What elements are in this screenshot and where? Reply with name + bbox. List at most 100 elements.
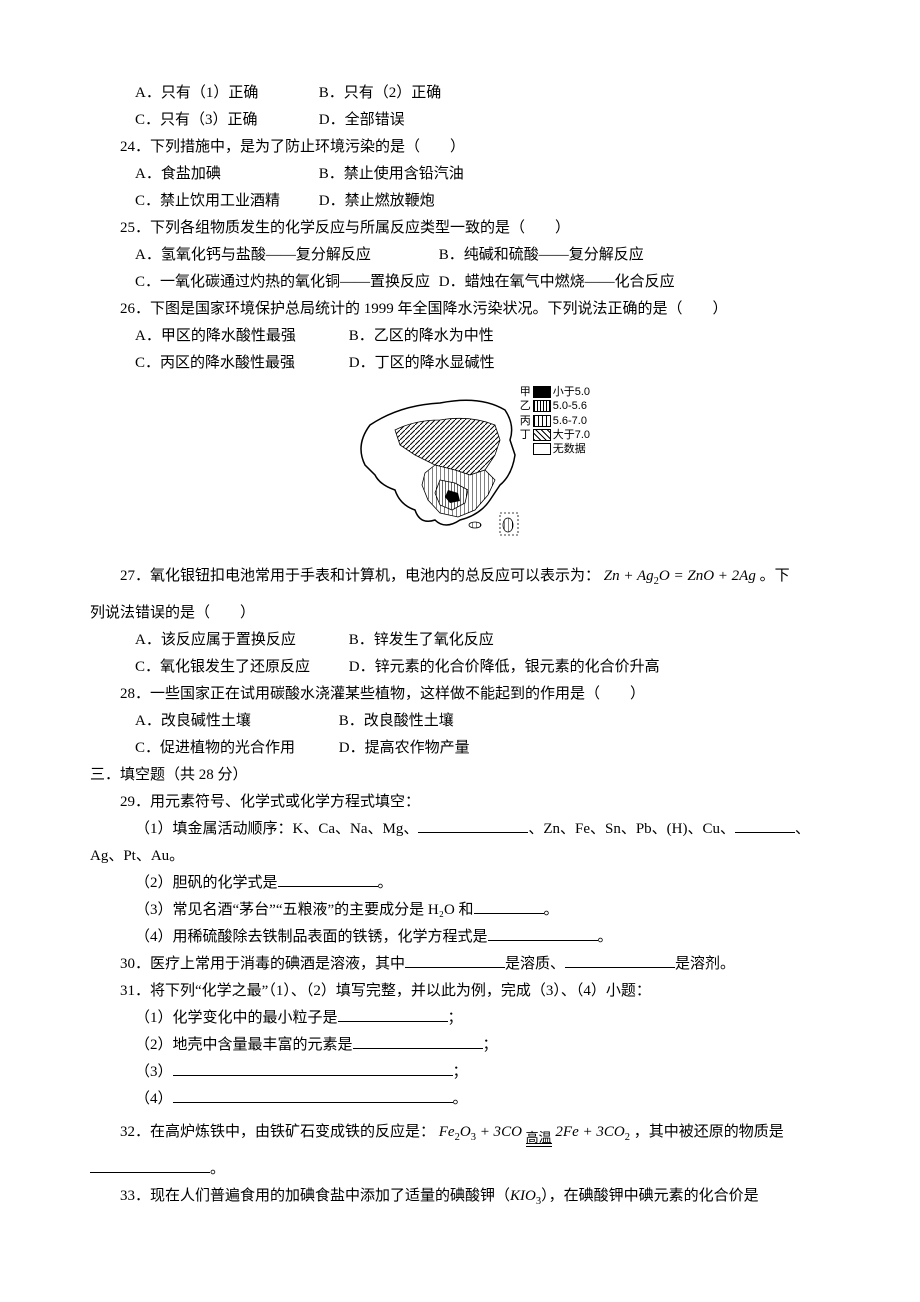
legend-text-4: 大于7.0 (553, 428, 590, 442)
condition-text: 高温 (526, 1131, 552, 1144)
q23-option-a: A．只有（1）正确 (135, 80, 315, 107)
blank-field (278, 871, 378, 887)
blank-field (90, 1157, 210, 1173)
q24-option-b: B．禁止使用含铅汽油 (319, 161, 499, 188)
q28-option-d: D．提高农作物产量 (339, 735, 470, 762)
q29-sub4: （4）用稀硫酸除去铁制品表面的铁锈，化学方程式是 。 (90, 924, 830, 951)
q27-options-row2: C．氧化银发生了还原反应 D．锌元素的化合价降低，银元素的化合价升高 (90, 654, 830, 681)
q27-option-a: A．该反应属于置换反应 (135, 627, 345, 654)
q26-options-row1: A．甲区的降水酸性最强 B．乙区的降水为中性 (90, 323, 830, 350)
q23-options-row2: C．只有（3）正确 D．全部错误 (90, 107, 830, 134)
q26-options-row2: C．丙区的降水酸性最强 D．丁区的降水显碱性 (90, 350, 830, 377)
q30-mid: 是溶质、 (505, 956, 565, 972)
q33-prefix: 33．现在人们普遍食用的加碘食盐中添加了适量的碘酸钾（ (120, 1188, 510, 1204)
q28-options-row2: C．促进植物的光合作用 D．提高农作物产量 (90, 735, 830, 762)
q32: 32．在高炉炼铁中，由铁矿石变成铁的反应是： Fe2O3 + 3CO 高温 2F… (90, 1119, 830, 1148)
blank-field (735, 817, 795, 833)
q28-option-a: A．改良碱性土壤 (135, 708, 335, 735)
blank-field (173, 1087, 453, 1103)
q31-sub2-suffix: ； (483, 1037, 498, 1053)
swatch-black-icon (533, 386, 551, 398)
q29-sub1-suffix: 、 (795, 821, 810, 837)
q29-sub1-line2: Ag、Pt、Au。 (90, 843, 830, 870)
q31-sub1-prefix: （1）化学变化中的最小粒子是 (135, 1010, 338, 1026)
q30: 30．医疗上常用于消毒的碘酒是溶液，其中是溶质、是溶剂。 (90, 951, 830, 978)
q29-sub1-prefix: （1）填金属活动顺序：K、Ca、Na、Mg、 (135, 821, 418, 837)
q29-sub2-suffix: 。 (378, 875, 393, 891)
q27-formula: Zn + Ag2O = ZnO + 2Ag (604, 568, 756, 584)
q24-option-c: C．禁止饮用工业酒精 (135, 188, 315, 215)
blank-field (488, 925, 598, 941)
legend-row-3: 丙 5.6-7.0 (520, 414, 590, 428)
legend-text-1: 小于5.0 (553, 385, 590, 399)
q26-option-c: C．丙区的降水酸性最强 (135, 350, 345, 377)
q26-option-d: D．丁区的降水显碱性 (349, 350, 495, 377)
q27-stem-line2: 列说法错误的是（ ） (90, 600, 830, 627)
q23-option-d: D．全部错误 (319, 107, 499, 134)
legend-row-4: 丁 大于7.0 (520, 428, 590, 442)
q27-stem-line1: 27．氧化银钮扣电池常用于手表和计算机，电池内的总反应可以表示为： Zn + A… (90, 563, 830, 592)
blank-field (353, 1033, 483, 1049)
legend-label-3: 丙 (520, 414, 531, 428)
swatch-diag-icon (533, 429, 551, 441)
legend-row-2: 乙 5.0-5.6 (520, 399, 590, 413)
blank-field (474, 898, 544, 914)
q26-option-a: A．甲区的降水酸性最强 (135, 323, 345, 350)
q29-sub1: （1）填金属活动顺序：K、Ca、Na、Mg、、Zn、Fe、Sn、Pb、(H)、C… (90, 816, 830, 843)
blank-field (565, 952, 675, 968)
legend-row-1: 甲 小于5.0 (520, 385, 590, 399)
q30-prefix: 30．医疗上常用于消毒的碘酒是溶液，其中 (120, 956, 405, 972)
q29-sub3-suffix: 。 (544, 902, 559, 918)
q29-sub4-prefix: （4）用稀硫酸除去铁制品表面的铁锈，化学方程式是 (135, 929, 488, 945)
q25-options-row1: A．氢氧化钙与盐酸——复分解反应 B．纯碱和硫酸——复分解反应 (90, 242, 830, 269)
swatch-vert-icon (533, 415, 551, 427)
q25-option-a: A．氢氧化钙与盐酸——复分解反应 (135, 242, 435, 269)
q27-option-c: C．氧化银发生了还原反应 (135, 654, 345, 681)
q32-line2-suffix: 。 (210, 1161, 225, 1177)
china-map-figure: 甲 小于5.0 乙 5.0-5.6 丙 5.6-7.0 丁 大于7.0 (90, 385, 830, 555)
q23-option-c: C．只有（3）正确 (135, 107, 315, 134)
q29-sub2: （2）胆矾的化学式是 。 (90, 870, 830, 897)
q33-formula: KIO3 (510, 1188, 541, 1204)
q29-sub2-prefix: （2）胆矾的化学式是 (135, 875, 278, 891)
q26-option-b: B．乙区的降水为中性 (349, 323, 494, 350)
q28-stem: 28．一些国家正在试用碳酸水浇灌某些植物，这样做不能起到的作用是（ ） (90, 681, 830, 708)
q25-stem: 25．下列各组物质发生的化学反应与所属反应类型一致的是（ ） (90, 215, 830, 242)
q32-prefix: 32．在高炉炼铁中，由铁矿石变成铁的反应是： (120, 1124, 435, 1140)
legend-label-2: 乙 (520, 399, 531, 413)
q31-sub2: （2）地壳中含量最丰富的元素是； (90, 1032, 830, 1059)
q27-stem-suffix: 。下 (760, 568, 790, 584)
legend-text-3: 5.6-7.0 (553, 414, 587, 428)
q26-stem: 26．下图是国家环境保护总局统计的 1999 年全国降水污染状况。下列说法正确的… (90, 296, 830, 323)
q33: 33．现在人们普遍食用的加碘食盐中添加了适量的碘酸钾（KIO3），在碘酸钾中碘元… (90, 1183, 830, 1212)
blank-field (173, 1060, 453, 1076)
q25-option-b: B．纯碱和硫酸——复分解反应 (439, 242, 644, 269)
q33-suffix: ），在碘酸钾中碘元素的化合价是 (541, 1188, 759, 1204)
legend-label-1: 甲 (520, 385, 531, 399)
section-3-heading: 三．填空题（共 28 分） (90, 762, 830, 789)
q24-option-d: D．禁止燃放鞭炮 (319, 188, 499, 215)
q28-option-b: B．改良酸性土壤 (339, 708, 454, 735)
q32-formula: Fe2O3 + 3CO 高温 2Fe + 3CO2 (439, 1124, 634, 1140)
q28-options-row1: A．改良碱性土壤 B．改良酸性土壤 (90, 708, 830, 735)
q31-sub3-prefix: （3） (135, 1064, 173, 1080)
blank-field (405, 952, 505, 968)
q24-options-row1: A．食盐加碘 B．禁止使用含铅汽油 (90, 161, 830, 188)
q24-options-row2: C．禁止饮用工业酒精 D．禁止燃放鞭炮 (90, 188, 830, 215)
blank-field (418, 817, 528, 833)
q29-sub4-suffix: 。 (598, 929, 613, 945)
q23-options-row1: A．只有（1）正确 B．只有（2）正确 (90, 80, 830, 107)
q31-sub4: （4）。 (90, 1086, 830, 1113)
q31-sub4-suffix: 。 (453, 1091, 468, 1107)
q29-sub3: （3）常见名酒“茅台”“五粮液”的主要成分是 H₂O 和。 (90, 897, 830, 924)
q25-options-row2: C．一氧化碳通过灼热的氧化铜——置换反应 D．蜡烛在氧气中燃烧——化合反应 (90, 269, 830, 296)
legend-label-4: 丁 (520, 428, 531, 442)
blank-field (338, 1006, 448, 1022)
q31-sub3: （3）； (90, 1059, 830, 1086)
china-map: 甲 小于5.0 乙 5.0-5.6 丙 5.6-7.0 丁 大于7.0 (340, 385, 580, 545)
q31-sub1-suffix: ； (448, 1010, 463, 1026)
q27-stem-prefix: 27．氧化银钮扣电池常用于手表和计算机，电池内的总反应可以表示为： (120, 568, 600, 584)
q32-line2: 。 (90, 1156, 830, 1183)
reaction-condition: 高温 (526, 1131, 552, 1148)
q24-stem: 24．下列措施中，是为了防止环境污染的是（ ） (90, 134, 830, 161)
